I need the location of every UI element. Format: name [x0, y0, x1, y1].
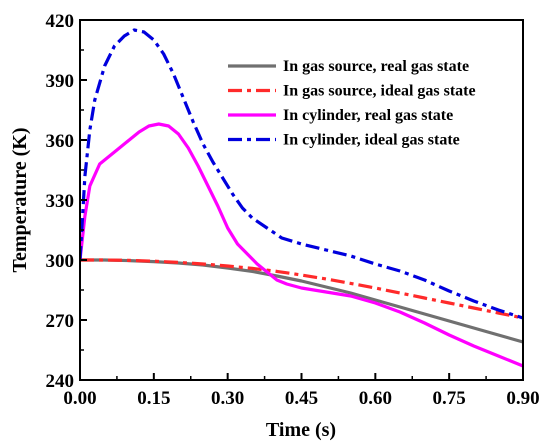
x-tick-label: 0.15 — [137, 388, 170, 409]
series-line-2 — [80, 258, 523, 320]
x-tick-label: 0.30 — [211, 388, 244, 409]
series-layer — [80, 28, 523, 368]
legend-label-1: In gas source, real gas state — [283, 58, 469, 75]
x-tick-label: 0.60 — [359, 388, 392, 409]
legend-label-4: In cylinder, ideal gas state — [283, 132, 460, 149]
legend: In gas source, real gas state In gas sour… — [228, 58, 476, 149]
y-tick-label: 420 — [46, 11, 75, 32]
x-tick-label: 0.90 — [506, 388, 539, 409]
y-axis: 240 270 300 330 360 390 420 — [46, 11, 87, 392]
legend-label-3: In cylinder, real gas state — [283, 107, 453, 124]
x-axis-title: Time (s) — [266, 419, 336, 441]
series-line-1 — [80, 258, 523, 344]
y-tick-label: 330 — [46, 191, 75, 212]
x-tick-label: 0.45 — [285, 388, 318, 409]
legend-label-2: In gas source, ideal gas state — [283, 83, 476, 100]
y-tick-label: 270 — [46, 311, 75, 332]
series-line-3 — [80, 122, 523, 368]
x-tick-label: 0.00 — [63, 388, 96, 409]
y-tick-label: 390 — [46, 71, 75, 92]
x-tick-label: 0.75 — [433, 388, 466, 409]
y-tick-label: 360 — [46, 131, 75, 152]
series-line-4 — [80, 28, 523, 320]
y-tick-label: 300 — [46, 251, 75, 272]
x-axis: 0.00 0.15 0.30 0.45 0.60 0.75 0.90 — [63, 373, 540, 409]
y-tick-label: 240 — [46, 371, 75, 392]
y-axis-title: Temperature (K) — [9, 128, 31, 273]
